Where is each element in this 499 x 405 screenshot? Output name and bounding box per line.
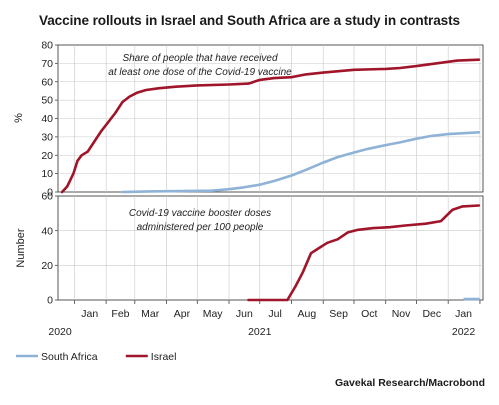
y-tick-label: 50 (41, 95, 53, 107)
chart-title: Vaccine rollouts in Israel and South Afr… (38, 13, 461, 28)
y-axis-label: Number (15, 228, 27, 267)
y-tick-label: 40 (41, 113, 53, 125)
x-year-label: 2022 (452, 326, 476, 338)
x-tick-label: Nov (392, 308, 411, 320)
x-tick-label: May (203, 308, 224, 320)
x-tick-label: Jul (268, 308, 281, 320)
chart-annotation: Share of people that have received (122, 53, 278, 64)
x-tick-label: Oct (361, 308, 377, 320)
x-tick-label: Apr (174, 308, 191, 320)
y-tick-label: 30 (41, 131, 53, 143)
y-tick-label: 0 (47, 187, 53, 199)
x-year-label: 2021 (248, 326, 272, 338)
legend-label: Israel (151, 351, 177, 363)
x-tick-label: Jan (455, 308, 472, 320)
y-axis-label: % (13, 113, 25, 123)
y-tick-label: 70 (41, 58, 53, 70)
x-tick-label: Aug (298, 308, 317, 320)
y-tick-label: 80 (41, 40, 53, 52)
y-tick-label: 10 (41, 168, 53, 180)
y-tick-label: 60 (41, 76, 53, 88)
y-tick-label: 20 (41, 260, 53, 272)
x-year-label: 2020 (48, 326, 72, 338)
x-tick-label: Feb (111, 308, 129, 320)
y-tick-label: 40 (41, 225, 53, 237)
chart-annotation: at least one dose of the Covid-19 vaccin… (108, 67, 292, 78)
y-tick-label: 20 (41, 150, 53, 162)
y-tick-label: 0 (47, 295, 53, 307)
chart-annotation: Covid-19 vaccine booster doses (129, 208, 271, 219)
y-tick-label: 60 (41, 191, 53, 203)
series-line-israel (247, 204, 481, 302)
x-tick-label: Dec (422, 308, 441, 320)
legend-label: South Africa (41, 351, 98, 363)
x-tick-label: Jan (81, 308, 98, 320)
series-line-south-africa (121, 131, 481, 194)
x-tick-label: Mar (141, 308, 160, 320)
chart-annotation: administered per 100 people (137, 222, 264, 233)
x-tick-label: Sep (329, 308, 348, 320)
x-tick-label: Jun (236, 308, 253, 320)
source-credit: Gavekal Research/Macrobond (335, 377, 485, 389)
series-line-israel (60, 58, 481, 194)
